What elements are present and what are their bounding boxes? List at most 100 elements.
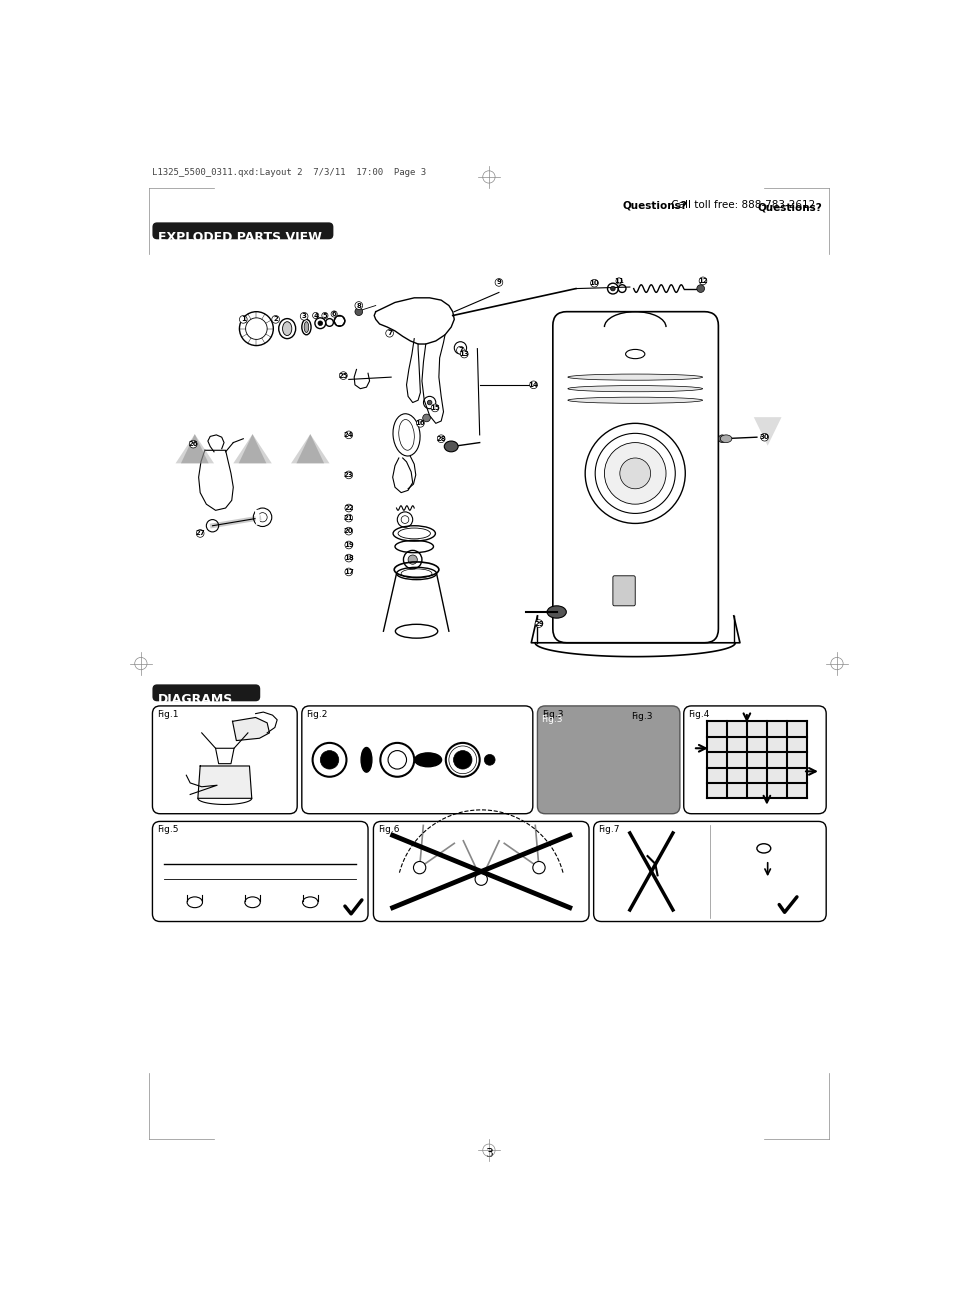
Circle shape (696, 285, 703, 293)
Text: 29: 29 (534, 620, 543, 627)
Ellipse shape (444, 442, 457, 452)
Text: 18: 18 (343, 555, 354, 561)
Text: 8: 8 (356, 302, 361, 309)
Text: 7: 7 (457, 347, 462, 353)
Circle shape (413, 862, 425, 874)
Circle shape (535, 620, 542, 627)
Circle shape (604, 443, 665, 505)
FancyBboxPatch shape (552, 311, 718, 643)
Text: Fig.3: Fig.3 (541, 710, 563, 719)
FancyBboxPatch shape (301, 706, 533, 813)
Text: Call toll free: 888-783-2612: Call toll free: 888-783-2612 (668, 200, 815, 210)
Circle shape (760, 434, 767, 442)
Circle shape (445, 742, 479, 777)
Circle shape (345, 527, 353, 535)
Text: 30: 30 (759, 434, 769, 440)
Circle shape (436, 435, 444, 443)
Text: 28: 28 (436, 436, 446, 442)
Text: 3: 3 (484, 1147, 493, 1160)
Circle shape (321, 313, 328, 318)
Circle shape (345, 568, 353, 576)
Ellipse shape (304, 322, 309, 332)
Circle shape (345, 514, 353, 522)
Ellipse shape (567, 397, 701, 403)
Text: Fig.3: Fig.3 (631, 712, 652, 721)
FancyBboxPatch shape (612, 576, 635, 606)
Text: Questions?: Questions? (621, 200, 686, 210)
FancyBboxPatch shape (152, 222, 333, 239)
Text: 5: 5 (322, 313, 327, 318)
Text: Fig.1: Fig.1 (157, 710, 178, 719)
Circle shape (616, 277, 621, 284)
Circle shape (456, 347, 464, 353)
Text: 2: 2 (273, 317, 277, 322)
Circle shape (313, 313, 318, 318)
FancyBboxPatch shape (593, 821, 825, 921)
Text: DIAGRAMS: DIAGRAMS (157, 692, 233, 706)
Circle shape (345, 555, 353, 562)
Circle shape (529, 381, 537, 389)
Text: 22: 22 (344, 505, 354, 511)
Polygon shape (291, 434, 329, 464)
Circle shape (416, 419, 424, 427)
Ellipse shape (187, 897, 202, 908)
Circle shape (317, 321, 322, 326)
Circle shape (699, 277, 706, 285)
Text: 11: 11 (614, 277, 623, 284)
Text: Fig.3: Fig.3 (540, 715, 562, 724)
Text: Questions?: Questions? (757, 202, 821, 213)
Polygon shape (175, 434, 213, 464)
Text: Fig.4: Fig.4 (688, 710, 709, 719)
Circle shape (475, 872, 487, 886)
Text: Fig.5: Fig.5 (157, 825, 178, 834)
Circle shape (320, 750, 338, 769)
Text: 12: 12 (698, 277, 707, 284)
Circle shape (718, 435, 725, 443)
Text: 15: 15 (430, 405, 439, 411)
Circle shape (331, 311, 336, 317)
FancyBboxPatch shape (152, 706, 297, 813)
Circle shape (355, 302, 362, 309)
Ellipse shape (567, 385, 701, 392)
Ellipse shape (282, 322, 292, 335)
Text: 4: 4 (313, 313, 318, 318)
Circle shape (427, 401, 432, 405)
Ellipse shape (415, 753, 441, 767)
Text: 16: 16 (416, 420, 425, 426)
Circle shape (272, 315, 279, 323)
Circle shape (313, 742, 346, 777)
Text: 23: 23 (344, 472, 354, 478)
Text: L1325_5500_0311.qxd:Layout 2  7/3/11  17:00  Page 3: L1325_5500_0311.qxd:Layout 2 7/3/11 17:0… (152, 168, 426, 177)
Circle shape (190, 440, 197, 448)
Circle shape (408, 555, 416, 564)
Circle shape (380, 742, 414, 777)
FancyBboxPatch shape (152, 821, 368, 921)
FancyBboxPatch shape (683, 706, 825, 813)
Text: 27: 27 (195, 531, 205, 536)
FancyBboxPatch shape (373, 821, 588, 921)
Ellipse shape (546, 606, 566, 618)
Text: 19: 19 (343, 541, 354, 548)
Ellipse shape (567, 374, 701, 380)
Ellipse shape (720, 435, 731, 443)
Circle shape (345, 472, 353, 478)
Circle shape (495, 279, 502, 286)
Ellipse shape (302, 897, 317, 908)
Circle shape (590, 280, 598, 286)
FancyBboxPatch shape (706, 721, 806, 799)
Text: EXPLODED PARTS VIEW: EXPLODED PARTS VIEW (157, 231, 321, 244)
Circle shape (300, 313, 308, 321)
Text: 25: 25 (338, 373, 348, 378)
Circle shape (345, 505, 353, 512)
Text: 21: 21 (344, 515, 354, 522)
Circle shape (355, 307, 362, 315)
Circle shape (610, 286, 615, 290)
Text: 9: 9 (496, 280, 501, 285)
Text: 6: 6 (332, 311, 336, 317)
Circle shape (484, 754, 495, 765)
Text: 24: 24 (343, 432, 354, 438)
Polygon shape (181, 434, 209, 464)
Polygon shape (296, 434, 324, 464)
Circle shape (345, 541, 353, 549)
Text: 7: 7 (387, 330, 392, 336)
